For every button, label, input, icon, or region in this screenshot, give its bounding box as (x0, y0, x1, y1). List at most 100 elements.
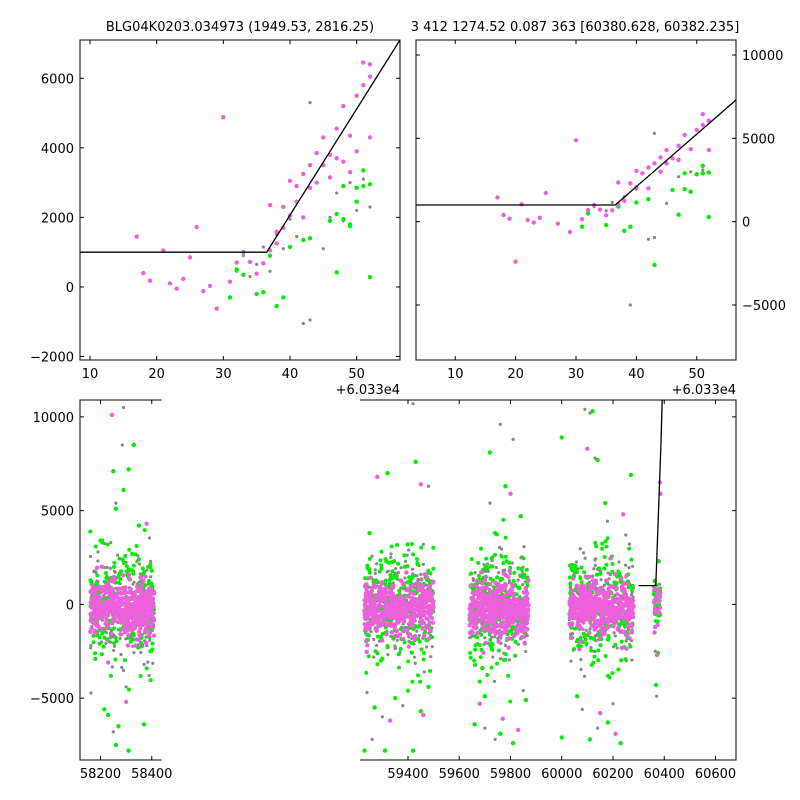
data-point-magenta (114, 604, 119, 610)
data-point-grey (148, 559, 153, 563)
data-point-magenta (494, 589, 499, 594)
data-point-magenta (489, 602, 494, 607)
data-point-magenta (471, 619, 477, 624)
data-point-magenta (626, 617, 631, 623)
data-point-magenta (427, 612, 432, 618)
data-point-green (97, 641, 102, 646)
data-point-green (572, 646, 577, 651)
data-point-green (489, 665, 494, 670)
data-point-green (629, 557, 634, 562)
data-point-magenta (394, 628, 400, 634)
data-point-green (334, 270, 339, 275)
outlier-point-green (392, 695, 398, 701)
outlier-point-grey (583, 407, 587, 411)
data-point-grey (361, 177, 365, 181)
data-point-magenta (123, 585, 128, 590)
data-point-magenta (496, 605, 501, 610)
data-point-grey (144, 635, 148, 639)
data-point-grey (412, 655, 417, 659)
data-point-grey (374, 643, 379, 647)
data-point-green (606, 634, 611, 639)
data-point-magenta (426, 592, 432, 598)
data-point-magenta (393, 633, 398, 639)
axis-break-bottom (161, 758, 360, 762)
data-point-magenta (368, 575, 373, 580)
outlier-point-green (126, 467, 131, 472)
data-point-magenta (480, 581, 485, 586)
data-point-magenta (468, 602, 473, 608)
data-point-green (364, 670, 369, 675)
data-point-green (93, 651, 98, 656)
data-point-magenta (93, 629, 98, 634)
data-point-magenta (134, 234, 139, 239)
data-point-green (113, 635, 118, 640)
data-point-grey (389, 552, 393, 556)
data-point-magenta (537, 215, 542, 221)
outlier-point-green (385, 470, 390, 476)
data-point-magenta (412, 636, 417, 641)
data-point-magenta (525, 591, 530, 596)
data-point-magenta (369, 588, 375, 593)
data-point-green (610, 569, 615, 574)
data-point-magenta (484, 585, 489, 590)
data-point-magenta (519, 201, 524, 207)
data-point-magenta (469, 583, 474, 588)
data-point-green (603, 539, 608, 544)
data-point-magenta (267, 203, 273, 208)
data-point-magenta (652, 624, 658, 630)
data-point-magenta (401, 628, 407, 634)
data-point-green (593, 540, 598, 545)
data-point-magenta (365, 643, 370, 648)
data-point-magenta (404, 587, 409, 593)
data-point-green (416, 673, 421, 678)
data-point-magenta (618, 598, 623, 604)
x-offset-label: +6.033e4 (672, 383, 736, 398)
data-point-grey (137, 562, 142, 566)
data-point-magenta (90, 603, 96, 608)
data-point-magenta (664, 161, 669, 166)
data-point-green (594, 572, 599, 577)
data-point-magenta (616, 605, 622, 610)
data-point-magenta (652, 586, 658, 591)
data-point-magenta (118, 608, 124, 613)
data-point-green (652, 262, 657, 268)
data-point-magenta (646, 165, 651, 170)
data-point-magenta (334, 126, 339, 131)
x-offset-label: +6.033e4 (336, 383, 400, 398)
data-point-magenta (597, 207, 603, 212)
data-point-green (375, 662, 380, 667)
outlier-point-green (618, 740, 623, 746)
data-point-green (101, 644, 106, 649)
data-point-magenta (531, 220, 536, 225)
data-point-green (365, 563, 370, 568)
x-tick-label: 30 (215, 367, 232, 382)
outlier-point-grey (401, 704, 405, 708)
data-point-grey (419, 572, 423, 577)
data-point-green (513, 639, 518, 644)
data-point-magenta (652, 161, 657, 166)
model-line (638, 400, 663, 587)
data-point-grey (89, 643, 93, 648)
data-point-magenta (482, 578, 488, 583)
data-point-magenta (136, 607, 141, 613)
data-point-magenta (608, 556, 613, 561)
data-point-grey (132, 651, 136, 655)
data-point-grey (522, 545, 526, 549)
data-point-grey (664, 201, 669, 205)
data-point-green (103, 570, 108, 575)
data-point-grey (413, 661, 417, 665)
data-point-grey (372, 655, 376, 659)
data-point-grey (630, 658, 634, 662)
outlier-point-green (472, 722, 477, 727)
data-point-magenta (518, 623, 523, 628)
data-point-magenta (414, 601, 419, 606)
data-point-magenta (125, 643, 131, 648)
data-point-green (261, 289, 266, 295)
data-point-magenta (526, 578, 531, 583)
data-point-magenta (391, 608, 397, 614)
data-point-grey (415, 574, 419, 578)
outlier-point-grey (365, 690, 369, 695)
data-point-magenta (148, 600, 154, 606)
data-point-grey (581, 551, 586, 555)
data-point-green (114, 639, 119, 644)
